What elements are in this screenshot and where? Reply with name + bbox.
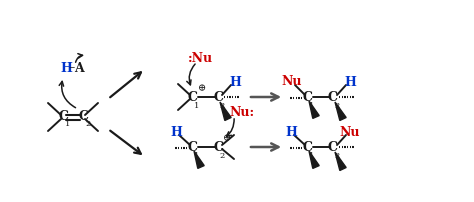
Text: C: C	[78, 110, 88, 123]
Polygon shape	[335, 152, 346, 171]
Text: C: C	[328, 141, 338, 154]
Text: C: C	[303, 91, 313, 104]
Text: C: C	[188, 91, 198, 104]
Polygon shape	[335, 102, 346, 121]
Text: 1: 1	[194, 101, 200, 109]
Text: Nu: Nu	[282, 75, 302, 88]
Text: Nu:: Nu:	[229, 106, 255, 119]
Polygon shape	[309, 101, 319, 119]
Polygon shape	[309, 151, 319, 168]
Polygon shape	[194, 151, 204, 168]
Text: C: C	[58, 110, 68, 123]
Text: 2: 2	[85, 119, 91, 127]
Text: H: H	[60, 61, 72, 74]
Text: C: C	[213, 141, 223, 154]
Text: 2: 2	[219, 101, 225, 109]
Text: C: C	[303, 141, 313, 154]
Text: 1: 1	[65, 119, 71, 127]
Text: H: H	[170, 126, 182, 139]
Text: :Nu: :Nu	[187, 51, 212, 64]
Text: H: H	[229, 76, 241, 89]
Polygon shape	[220, 102, 231, 121]
Text: –: –	[69, 61, 75, 74]
Text: ⊕: ⊕	[223, 134, 231, 143]
Text: H: H	[344, 76, 356, 89]
Text: 2: 2	[334, 151, 340, 159]
Text: ⊕: ⊕	[198, 84, 206, 93]
Text: 2: 2	[334, 101, 340, 109]
Text: 2: 2	[219, 151, 225, 159]
Text: H: H	[285, 126, 297, 139]
Text: C: C	[328, 91, 338, 104]
Text: C: C	[188, 141, 198, 154]
Text: A: A	[74, 61, 84, 74]
Text: C: C	[213, 91, 223, 104]
Text: Nu: Nu	[340, 125, 360, 138]
Text: 1: 1	[310, 151, 315, 159]
Text: 1: 1	[194, 151, 200, 159]
Text: 1: 1	[310, 101, 315, 109]
